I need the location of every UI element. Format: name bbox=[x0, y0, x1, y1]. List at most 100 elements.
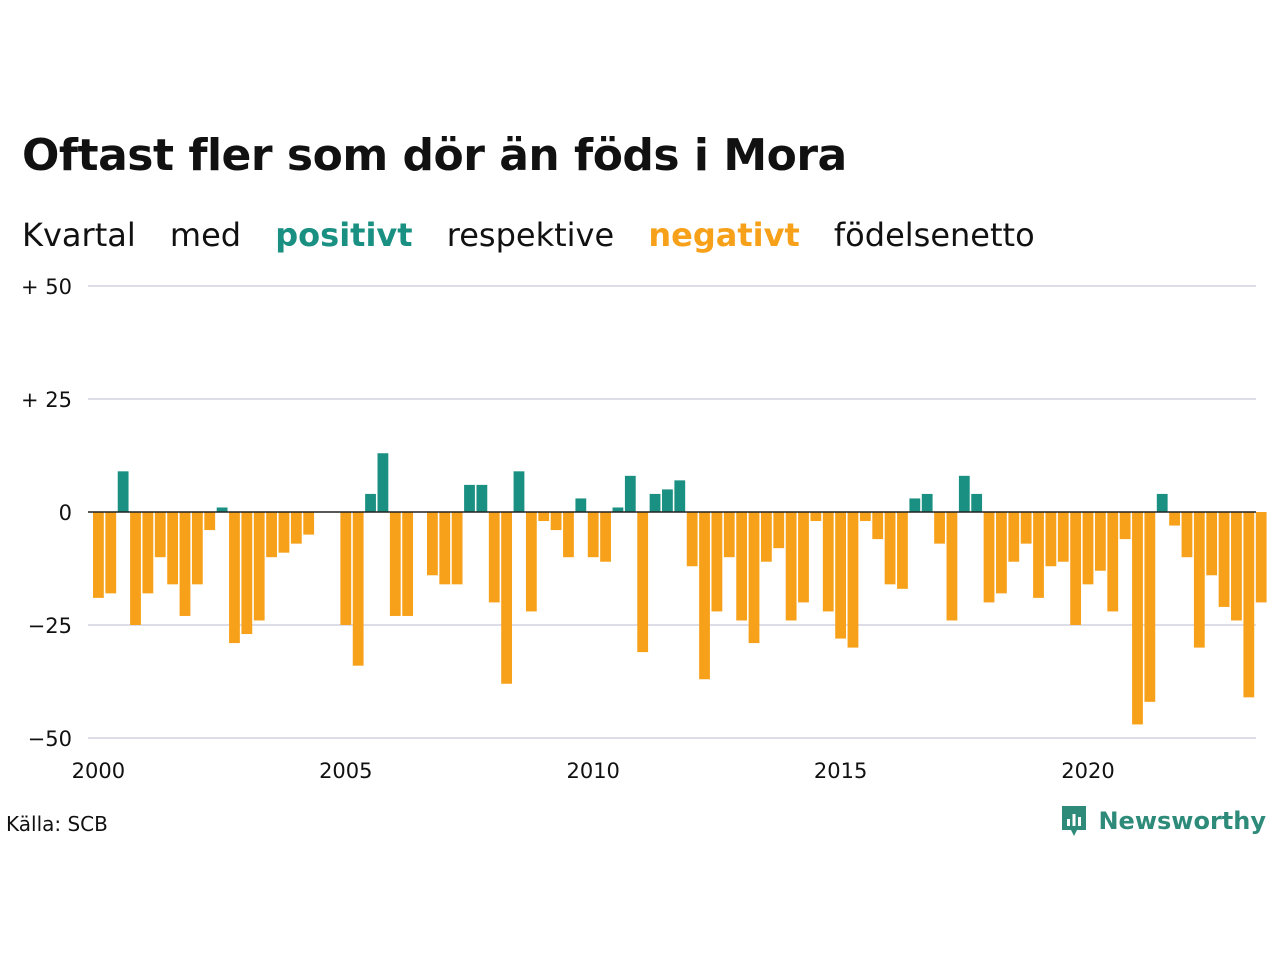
y-tick-label: 0 bbox=[59, 501, 72, 525]
bar-negative bbox=[563, 512, 574, 558]
bar-negative bbox=[1243, 512, 1255, 698]
bar-positive bbox=[674, 480, 686, 512]
bar-negative bbox=[1045, 512, 1057, 567]
bar-positive bbox=[971, 493, 983, 512]
bar-negative bbox=[389, 512, 401, 616]
bar-positive bbox=[921, 493, 933, 512]
bar-negative bbox=[1218, 512, 1230, 607]
bar-negative bbox=[488, 512, 500, 603]
bar-negative bbox=[686, 512, 698, 567]
bar-negative bbox=[550, 512, 562, 531]
bar-positive bbox=[575, 498, 587, 512]
bar-positive bbox=[464, 484, 475, 512]
x-tick-label: 2000 bbox=[72, 759, 125, 783]
bar-negative bbox=[996, 512, 1007, 594]
bar-negative bbox=[760, 512, 772, 562]
bar-negative bbox=[587, 512, 599, 558]
bar-negative bbox=[303, 512, 315, 535]
bar-negative bbox=[897, 512, 908, 589]
chart-subtitle: Kvartal med positivt respektive negativt… bbox=[22, 216, 1059, 254]
bar-negative bbox=[785, 512, 797, 621]
bar-positive bbox=[662, 489, 673, 512]
bar-chart: + 50 + 25 0 −25 −50 2000 2005 2010 2015 2020 bbox=[21, 275, 1267, 783]
bar-negative bbox=[167, 512, 179, 585]
bar-negative bbox=[1082, 512, 1094, 585]
bar-negative bbox=[501, 512, 513, 684]
bar-negative bbox=[105, 512, 117, 594]
x-tick-label: 2020 bbox=[1061, 759, 1114, 783]
bar-negative bbox=[946, 512, 958, 621]
bar-positive bbox=[624, 475, 636, 512]
bar-negative bbox=[1119, 512, 1131, 540]
subtitle-word-respektive: respektive bbox=[446, 216, 615, 254]
bar-negative bbox=[426, 512, 438, 576]
x-axis-labels: 2000 2005 2010 2015 2020 bbox=[72, 759, 1115, 783]
bar-negative bbox=[822, 512, 834, 612]
bar-negative bbox=[983, 512, 995, 603]
bar-negative bbox=[241, 512, 253, 635]
subtitle-negative-label: negativt bbox=[648, 216, 800, 254]
bar-positive bbox=[365, 493, 376, 512]
bar-negative bbox=[352, 512, 364, 666]
bars-group bbox=[88, 453, 1267, 725]
chart-title: Oftast fler som dör än föds i Mora bbox=[22, 130, 847, 181]
y-tick-label: + 25 bbox=[21, 388, 72, 412]
bar-negative bbox=[934, 512, 945, 544]
brand-name: Newsworthy bbox=[1098, 807, 1266, 835]
bar-negative bbox=[1008, 512, 1020, 562]
bar-negative bbox=[266, 512, 277, 558]
bar-negative bbox=[402, 512, 414, 616]
bar-negative bbox=[884, 512, 896, 585]
bar-negative bbox=[872, 512, 884, 540]
bar-negative bbox=[1020, 512, 1032, 544]
bar-negative bbox=[699, 512, 710, 680]
newsworthy-logo-icon bbox=[1062, 806, 1087, 836]
bar-negative bbox=[859, 512, 871, 522]
bar-negative bbox=[1057, 512, 1069, 562]
bar-negative bbox=[204, 512, 216, 531]
bar-negative bbox=[229, 512, 240, 644]
bar-negative bbox=[748, 512, 760, 644]
bar-negative bbox=[439, 512, 451, 585]
bar-negative bbox=[525, 512, 537, 612]
x-tick-label: 2005 bbox=[319, 759, 372, 783]
bar-negative bbox=[637, 512, 649, 653]
bar-negative bbox=[723, 512, 735, 558]
bar-negative bbox=[847, 512, 859, 648]
bar-positive bbox=[1156, 493, 1168, 512]
bar-negative bbox=[290, 512, 302, 544]
bar-negative bbox=[1144, 512, 1156, 702]
bar-negative bbox=[773, 512, 785, 549]
bar-negative bbox=[1070, 512, 1082, 625]
bar-negative bbox=[711, 512, 723, 612]
bar-positive bbox=[216, 507, 228, 512]
bar-negative bbox=[1107, 512, 1119, 612]
bar-negative bbox=[1094, 512, 1106, 571]
bar-negative bbox=[736, 512, 748, 621]
bar-negative bbox=[1231, 512, 1242, 621]
bar-positive bbox=[513, 471, 525, 512]
bar-negative bbox=[93, 512, 104, 598]
gridlines bbox=[88, 285, 1256, 739]
bar-negative bbox=[340, 512, 352, 625]
bar-negative bbox=[1181, 512, 1193, 558]
subtitle-word-fodelsenetto: födelsenetto bbox=[833, 216, 1035, 254]
bar-negative bbox=[798, 512, 809, 603]
bar-negative bbox=[810, 512, 822, 522]
bar-negative bbox=[600, 512, 611, 562]
bar-negative bbox=[835, 512, 846, 639]
bar-negative bbox=[1132, 512, 1143, 725]
bar-negative bbox=[130, 512, 141, 625]
bar-negative bbox=[253, 512, 265, 621]
bar-negative bbox=[1033, 512, 1044, 598]
bar-negative bbox=[451, 512, 463, 585]
bar-positive bbox=[117, 471, 129, 512]
bar-negative bbox=[179, 512, 191, 616]
bar-negative bbox=[1255, 512, 1267, 603]
x-tick-label: 2015 bbox=[814, 759, 867, 783]
bar-negative bbox=[154, 512, 166, 558]
bar-positive bbox=[377, 453, 389, 512]
bar-positive bbox=[612, 507, 624, 512]
y-axis-labels: + 50 + 25 0 −25 −50 bbox=[21, 275, 72, 751]
bar-negative bbox=[1193, 512, 1205, 648]
